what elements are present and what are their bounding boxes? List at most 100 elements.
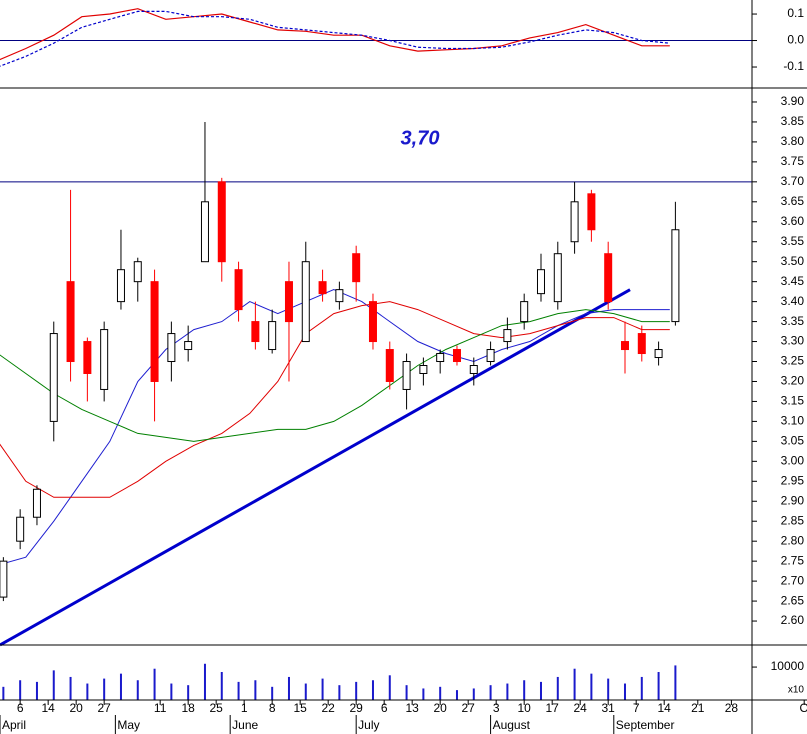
y-tick-label: -0.1 xyxy=(783,59,804,73)
month-label: April xyxy=(2,718,26,732)
volume-bar xyxy=(657,672,660,700)
x-tick-label: 15 xyxy=(293,701,307,715)
volume-bar xyxy=(136,680,139,700)
volume-bar xyxy=(237,681,240,700)
x-tick-label: 21 xyxy=(691,701,705,715)
moving-average xyxy=(0,301,670,498)
volume-bar xyxy=(405,685,408,700)
volume-bar xyxy=(371,680,374,700)
candle-body xyxy=(167,333,176,363)
candle-body xyxy=(604,253,613,303)
y-tick-label: 3.75 xyxy=(781,154,805,168)
y-tick-label: 3.05 xyxy=(781,434,805,448)
y-tick-label: 3.80 xyxy=(781,134,805,148)
x-tick-label: 31 xyxy=(602,701,616,715)
x-tick-label: 14 xyxy=(658,701,672,715)
volume-bar xyxy=(355,681,358,700)
candle-body xyxy=(637,333,646,355)
volume-bar xyxy=(338,685,341,700)
month-label: June xyxy=(232,718,258,732)
x-tick-label: 22 xyxy=(321,701,335,715)
y-tick-label: 3.60 xyxy=(781,214,805,228)
y-tick-label: 3.85 xyxy=(781,114,805,128)
candle-body xyxy=(284,281,293,323)
volume-bar xyxy=(287,676,290,700)
candle-body xyxy=(671,229,680,323)
x-tick-label: O xyxy=(800,701,807,715)
y-tick-label: 2.85 xyxy=(781,513,805,527)
volume-bar xyxy=(523,680,526,700)
candle-body xyxy=(66,281,75,363)
x-tick-label: 17 xyxy=(546,701,560,715)
candle-body xyxy=(587,193,596,231)
candle-body xyxy=(251,321,260,343)
candle-body xyxy=(16,516,25,542)
candle-body xyxy=(49,333,58,422)
volume-bar xyxy=(640,676,643,700)
candle-body xyxy=(553,253,562,303)
volume-bar xyxy=(321,678,324,700)
x-tick-label: 27 xyxy=(462,701,476,715)
candle-body xyxy=(436,353,445,363)
y-tick-label: 2.75 xyxy=(781,553,805,567)
candle-body xyxy=(469,365,478,374)
volume-bar xyxy=(455,690,458,700)
y-tick-label: 3.25 xyxy=(781,354,805,368)
y-tick-label: 10000 xyxy=(771,659,805,673)
candle-body xyxy=(503,329,512,343)
y-tick-label: 3.30 xyxy=(781,334,805,348)
x-tick-label: 20 xyxy=(434,701,448,715)
x-tick-label: 7 xyxy=(633,701,640,715)
y-tick-label: 3.50 xyxy=(781,254,805,268)
volume-bar xyxy=(119,673,122,700)
volume-bar xyxy=(153,668,156,700)
x-tick-label: 3 xyxy=(493,701,500,715)
candle-body xyxy=(133,261,142,283)
x-tick-label: 6 xyxy=(17,701,24,715)
y-tick-label: 3.20 xyxy=(781,374,805,388)
candle-body xyxy=(301,261,310,343)
volume-bar xyxy=(573,668,576,700)
y-tick-label: 2.95 xyxy=(781,473,805,487)
x-tick-label: 13 xyxy=(406,701,420,715)
volume-bar xyxy=(590,673,593,700)
y-tick-label: 3.35 xyxy=(781,314,805,328)
annotation: 3,70 xyxy=(401,127,440,149)
candle-body xyxy=(570,201,579,243)
candle-body xyxy=(318,281,327,295)
candle-body xyxy=(200,201,209,263)
volume-bar xyxy=(2,686,5,700)
y-tick-label: 3.15 xyxy=(781,394,805,408)
x-tick-label: 18 xyxy=(181,701,195,715)
y-tick-label: 2.60 xyxy=(781,613,805,627)
volume-bar xyxy=(556,676,559,700)
y-tick-label: 3.40 xyxy=(781,294,805,308)
month-label: May xyxy=(117,718,140,732)
candle-body xyxy=(402,361,411,390)
moving-average xyxy=(0,309,670,442)
y-tick-label: 3.10 xyxy=(781,414,805,428)
candle-body xyxy=(268,321,277,351)
y-tick-label: 3.65 xyxy=(781,194,805,208)
macd-line xyxy=(0,8,670,61)
candle-body xyxy=(234,269,243,311)
month-label: July xyxy=(358,718,379,732)
volume-bar xyxy=(103,678,106,700)
x-tick-label: 6 xyxy=(381,701,388,715)
x-tick-label: 8 xyxy=(269,701,276,715)
volume-bar xyxy=(220,672,223,700)
x-tick-label: 14 xyxy=(41,701,55,715)
volume-bar xyxy=(52,670,55,700)
volume-bar xyxy=(489,685,492,700)
x-tick-label: 28 xyxy=(725,701,739,715)
y-tick-label: 3.70 xyxy=(781,174,805,188)
plot-area xyxy=(0,8,752,700)
y-tick-label: 2.65 xyxy=(781,593,805,607)
volume-bar xyxy=(86,683,89,700)
month-label: September xyxy=(616,718,675,732)
month-label: August xyxy=(493,718,531,732)
candle-body xyxy=(520,301,529,323)
candle-body xyxy=(419,365,428,374)
x-tick-label: 10 xyxy=(518,701,532,715)
x-tick-label: 25 xyxy=(209,701,223,715)
